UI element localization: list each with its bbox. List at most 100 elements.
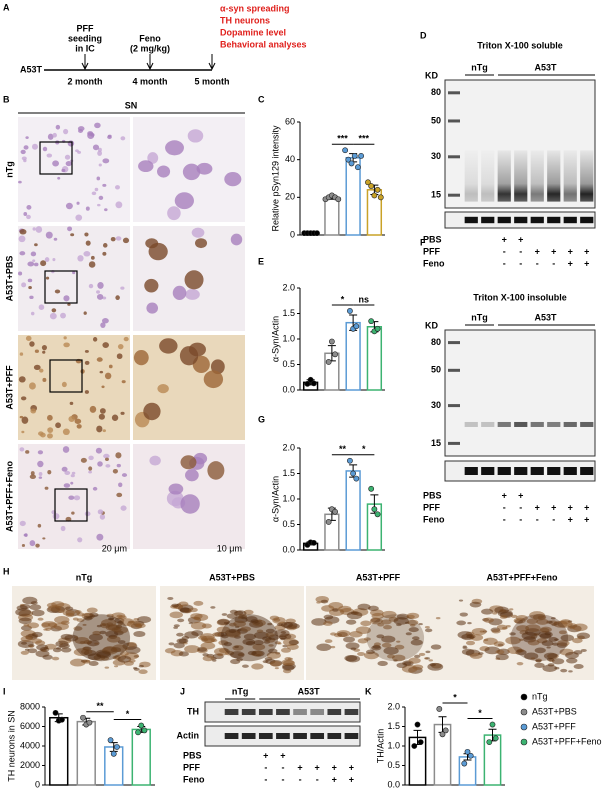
fiber	[537, 615, 546, 620]
treatment-sign: +	[568, 258, 573, 268]
treatment-sign: -	[503, 502, 506, 512]
cell	[74, 418, 82, 424]
cell	[203, 370, 224, 389]
fiber	[20, 650, 29, 655]
fiber	[516, 625, 530, 632]
treatment-label: PFF	[183, 762, 201, 772]
scale-bar: 10 μm	[217, 543, 242, 553]
cell	[149, 455, 161, 466]
cell	[104, 208, 108, 212]
cell	[187, 129, 204, 143]
cell	[84, 360, 90, 365]
fiber	[234, 610, 244, 616]
row-label: A53T+PFF+Feno	[4, 460, 14, 532]
cell	[19, 447, 25, 452]
fiber	[28, 645, 34, 648]
cell	[37, 450, 44, 455]
cell	[84, 232, 89, 237]
fiber	[494, 606, 509, 614]
fiber	[178, 651, 189, 657]
cell	[29, 341, 35, 347]
fiber	[119, 618, 135, 627]
bar	[49, 716, 69, 786]
treatment-sign: -	[519, 246, 522, 256]
fiber	[73, 636, 79, 639]
y-tick-label: 0	[290, 229, 295, 239]
cell	[165, 140, 184, 156]
treatment-sign: +	[568, 514, 573, 524]
fiber	[118, 615, 127, 620]
group-label: A53T	[534, 312, 557, 322]
fiber	[128, 659, 136, 663]
strip-label: Actin	[177, 730, 200, 740]
fiber	[234, 645, 239, 649]
cell	[63, 483, 71, 488]
cell	[33, 364, 41, 371]
fiber	[266, 651, 281, 659]
treatment-sign: -	[552, 258, 555, 268]
fiber	[457, 631, 473, 639]
fiber	[560, 668, 568, 673]
fiber	[265, 628, 275, 634]
actin-band	[580, 467, 594, 475]
fiber	[20, 635, 33, 642]
fiber	[276, 623, 283, 627]
treatment-label: Feno	[183, 774, 205, 784]
blot-lane	[547, 150, 561, 202]
fiber	[87, 640, 100, 647]
fiber	[54, 616, 70, 624]
blot-lane	[580, 150, 594, 202]
fiber	[88, 633, 103, 641]
fiber	[168, 642, 175, 646]
legend-swatch	[520, 738, 528, 746]
data-point	[141, 727, 148, 734]
data-point	[442, 727, 449, 734]
fiber	[27, 622, 40, 629]
significance-label: ***	[337, 134, 348, 144]
actin-band	[563, 216, 577, 224]
marker-label: 15	[431, 190, 441, 200]
blot-band	[497, 421, 511, 427]
cell	[18, 235, 26, 243]
data-point	[348, 160, 355, 167]
cell	[84, 511, 91, 517]
actin-band	[530, 216, 544, 224]
fiber	[210, 606, 216, 609]
ladder-band	[448, 193, 460, 197]
panel-letter: K	[365, 686, 372, 696]
fiber	[495, 649, 505, 655]
data-point	[345, 156, 352, 163]
cell	[104, 457, 109, 461]
cell	[121, 380, 126, 384]
cell	[61, 168, 66, 173]
data-point	[80, 714, 86, 721]
treatment-sign: -	[536, 258, 539, 268]
data-point	[114, 744, 120, 750]
significance-label: *	[453, 692, 457, 702]
fiber	[424, 626, 430, 629]
fiber	[280, 621, 293, 628]
fiber	[107, 624, 121, 631]
cell	[97, 282, 104, 289]
fiber	[42, 654, 53, 660]
cell	[96, 176, 101, 181]
y-tick-label: 2.0	[282, 442, 295, 452]
group-label: A53T	[298, 686, 321, 696]
y-tick-label: 0.0	[282, 544, 295, 554]
cell	[123, 336, 129, 342]
cell	[102, 243, 108, 248]
cell	[111, 414, 119, 421]
treatment-sign: +	[518, 490, 523, 500]
treatment-sign: +	[332, 762, 337, 772]
cell	[35, 226, 43, 233]
fiber	[371, 612, 384, 620]
significance-label: **	[96, 701, 104, 711]
fiber	[237, 616, 243, 619]
cell	[29, 295, 34, 300]
y-tick-label: 6000	[20, 721, 40, 731]
treatment-sign: -	[264, 774, 267, 784]
data-point	[110, 750, 117, 757]
fiber	[558, 630, 567, 635]
data-point	[332, 351, 338, 358]
cell	[38, 472, 43, 477]
